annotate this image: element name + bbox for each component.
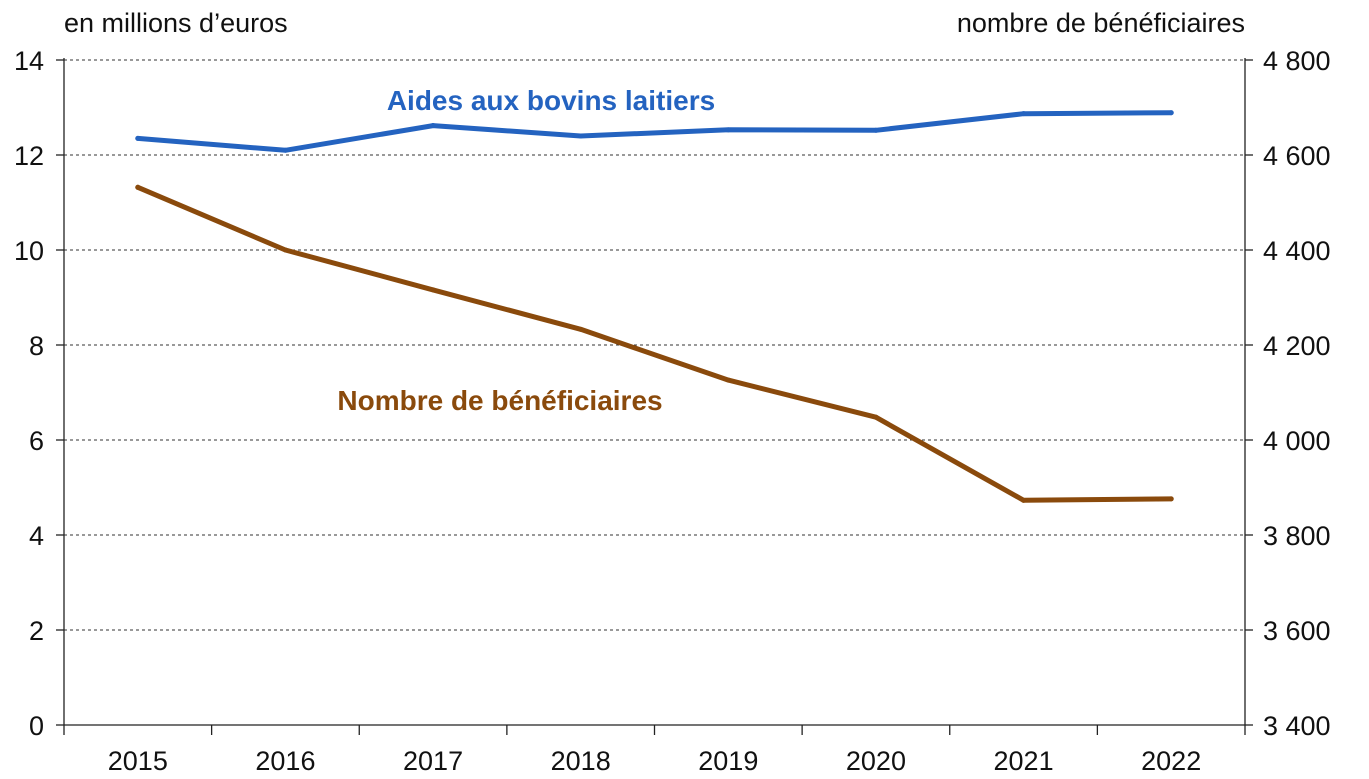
- x-tick-label: 2017: [403, 746, 463, 776]
- right-tick-label: 4 400: [1263, 236, 1331, 266]
- left-tick-label: 0: [29, 711, 44, 741]
- x-tick-label: 2018: [551, 746, 611, 776]
- data-point: [430, 123, 436, 129]
- x-tick-label: 2019: [698, 746, 758, 776]
- data-point: [282, 147, 288, 153]
- series-label: Nombre de bénéficiaires: [337, 385, 662, 416]
- right-tick-label: 3 800: [1263, 521, 1331, 551]
- left-tick-label: 2: [29, 616, 44, 646]
- right-tick-label: 3 600: [1263, 616, 1331, 646]
- data-point: [1021, 111, 1027, 117]
- left-tick-label: 12: [14, 141, 44, 171]
- tick-labels: 0 2 4 6 8 10 12 14 3 400 3 600 3 800 4 000 4 200 4 40…: [14, 46, 1331, 776]
- data-point: [873, 414, 879, 420]
- x-tick-label: 2016: [255, 746, 315, 776]
- data-point: [1021, 497, 1027, 503]
- series-line: [135, 184, 1174, 503]
- x-tick-label: 2015: [108, 746, 168, 776]
- data-point: [1168, 496, 1174, 502]
- right-axis-title: nombre de bénéficiaires: [956, 8, 1245, 38]
- data-point: [578, 133, 584, 139]
- data-point: [578, 326, 584, 332]
- x-tick-label: 2022: [1141, 746, 1201, 776]
- left-tick-label: 8: [29, 331, 44, 361]
- left-tick-label: 6: [29, 426, 44, 456]
- x-tick-label: 2020: [846, 746, 906, 776]
- data-point: [430, 287, 436, 293]
- left-tick-label: 4: [29, 521, 44, 551]
- right-tick-label: 4 600: [1263, 141, 1331, 171]
- left-axis-title: en millions d’euros: [64, 8, 288, 38]
- series-lines: [135, 110, 1174, 503]
- data-point: [873, 127, 879, 133]
- data-point: [135, 135, 141, 141]
- right-tick-label: 4 200: [1263, 331, 1331, 361]
- left-tick-label: 10: [14, 236, 44, 266]
- axes: [56, 58, 1253, 735]
- series-label: Aides aux bovins laitiers: [387, 85, 715, 116]
- right-tick-label: 4 000: [1263, 426, 1331, 456]
- gridlines: [64, 59, 1245, 631]
- left-tick-label: 14: [14, 46, 44, 76]
- x-tick-label: 2021: [994, 746, 1054, 776]
- right-tick-label: 3 400: [1263, 711, 1331, 741]
- data-point: [725, 127, 731, 133]
- data-point: [282, 247, 288, 253]
- data-point: [135, 184, 141, 190]
- data-point: [1168, 110, 1174, 116]
- series-line: [135, 110, 1174, 153]
- right-tick-label: 4 800: [1263, 46, 1331, 76]
- data-point: [725, 377, 731, 383]
